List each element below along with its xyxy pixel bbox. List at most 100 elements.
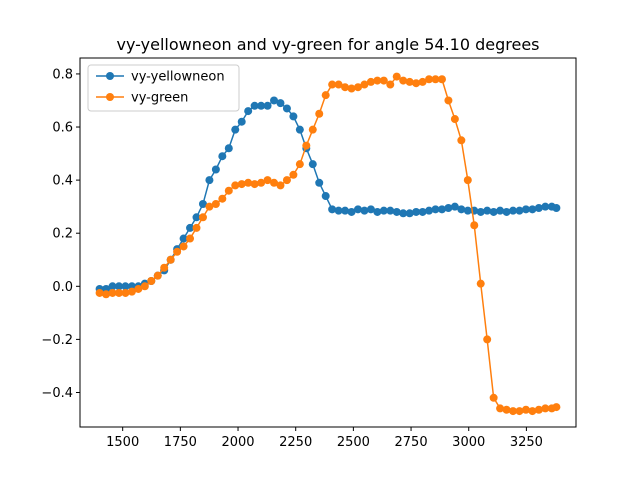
data-point-vy-green <box>140 282 149 291</box>
x-tick-label: 3250 <box>510 435 543 450</box>
data-point-vy-yellowneon <box>244 107 253 116</box>
data-point-vy-green <box>153 271 162 280</box>
data-point-vy-green <box>496 404 505 413</box>
x-tick-label: 3000 <box>452 435 485 450</box>
data-point-vy-green <box>347 84 356 93</box>
data-point-vy-yellowneon <box>121 282 130 291</box>
data-point-vy-green <box>276 181 285 190</box>
y-tick-label: −0.2 <box>41 333 73 348</box>
data-point-vy-yellowneon <box>405 209 414 218</box>
data-point-vy-green <box>134 284 143 293</box>
data-point-vy-yellowneon <box>114 282 123 291</box>
data-point-vy-green <box>198 213 207 222</box>
data-point-vy-green <box>431 75 440 84</box>
data-point-vy-green <box>360 80 369 89</box>
legend-entry-label: vy-green <box>131 91 188 106</box>
legend-marker <box>106 72 114 80</box>
data-point-vy-yellowneon <box>315 178 324 187</box>
data-point-vy-green <box>244 178 253 187</box>
data-point-vy-green <box>121 288 130 297</box>
data-point-vy-yellowneon <box>509 206 518 215</box>
data-point-vy-yellowneon <box>295 125 304 134</box>
data-point-vy-yellowneon <box>321 192 330 201</box>
data-point-vy-yellowneon <box>496 206 505 215</box>
data-point-vy-green <box>321 91 330 100</box>
data-point-vy-green <box>308 125 317 134</box>
data-point-vy-yellowneon <box>224 144 233 153</box>
data-point-vy-yellowneon <box>179 234 188 243</box>
data-point-vy-green <box>552 403 561 412</box>
data-point-vy-yellowneon <box>276 99 285 108</box>
data-point-vy-green <box>270 178 279 187</box>
data-point-vy-green <box>341 83 350 92</box>
data-point-vy-yellowneon <box>489 207 498 216</box>
data-point-vy-yellowneon <box>328 205 337 214</box>
data-point-vy-yellowneon <box>198 200 207 209</box>
data-point-vy-green <box>179 242 188 251</box>
data-point-vy-yellowneon <box>515 206 524 215</box>
data-point-vy-green <box>282 176 291 185</box>
data-point-vy-green <box>257 178 266 187</box>
data-point-vy-green <box>302 141 311 150</box>
x-tick-label: 1500 <box>106 435 139 450</box>
data-point-vy-green <box>328 80 337 89</box>
plot-frame <box>79 57 577 428</box>
x-tick-label: 2250 <box>279 435 312 450</box>
x-axis: 1500 1750 2000 2250 2500 2750 3000 3250 <box>106 427 543 450</box>
data-point-vy-green <box>457 136 466 145</box>
data-point-vy-yellowneon <box>502 207 511 216</box>
data-point-vy-green <box>418 77 427 86</box>
data-point-vy-green <box>334 80 343 89</box>
y-axis: −0.4 −0.2 0.0 0.2 0.4 0.6 0.8 <box>41 67 80 401</box>
data-point-vy-green <box>425 75 434 84</box>
y-tick-label: 0.6 <box>52 121 73 136</box>
data-point-vy-yellowneon <box>263 101 272 110</box>
data-point-vy-green <box>192 223 201 232</box>
data-point-vy-green <box>386 80 395 89</box>
data-point-vy-green <box>102 290 111 299</box>
data-point-vy-yellowneon <box>457 205 466 214</box>
data-point-vy-green <box>521 405 530 414</box>
data-point-vy-green <box>186 234 195 243</box>
data-point-vy-green <box>463 176 472 185</box>
legend-entry-label: vy-yellowneon <box>131 70 225 85</box>
data-point-vy-yellowneon <box>250 101 259 110</box>
data-point-vy-green <box>515 407 524 416</box>
data-point-vy-yellowneon <box>353 205 362 214</box>
data-point-vy-green <box>366 77 375 86</box>
data-point-vy-yellowneon <box>231 125 240 134</box>
data-point-vy-green <box>289 170 298 179</box>
data-point-vy-yellowneon <box>379 206 388 215</box>
data-point-vy-yellowneon <box>282 104 291 113</box>
data-point-vy-yellowneon <box>392 207 401 216</box>
data-point-vy-yellowneon <box>463 206 472 215</box>
data-point-vy-green <box>405 77 414 86</box>
data-point-vy-green <box>489 393 498 402</box>
data-point-vy-green <box>231 181 240 190</box>
data-point-vy-yellowneon <box>205 176 214 185</box>
data-point-vy-yellowneon <box>483 206 492 215</box>
data-point-vy-yellowneon <box>237 117 246 126</box>
data-point-vy-green <box>483 335 492 344</box>
data-point-vy-yellowneon <box>192 213 201 222</box>
data-point-vy-green <box>166 255 175 264</box>
data-point-vy-green <box>205 202 214 211</box>
data-point-vy-yellowneon <box>347 207 356 216</box>
data-point-vy-yellowneon <box>412 207 421 216</box>
data-point-vy-green <box>211 200 220 209</box>
data-point-vy-yellowneon <box>108 282 117 291</box>
x-tick-label: 1750 <box>164 435 197 450</box>
data-point-vy-yellowneon <box>386 206 395 215</box>
legend: vy-yellowneon vy-green <box>87 64 240 112</box>
data-point-vy-yellowneon <box>450 202 459 211</box>
y-tick-label: 0.4 <box>52 174 73 189</box>
data-point-vy-green <box>509 407 518 416</box>
data-point-vy-green <box>373 76 382 85</box>
data-point-vy-yellowneon <box>257 101 266 110</box>
data-point-vy-green <box>379 76 388 85</box>
data-point-vy-yellowneon <box>431 205 440 214</box>
data-point-vy-yellowneon <box>437 205 446 214</box>
data-point-vy-yellowneon <box>418 207 427 216</box>
data-point-vy-green <box>534 405 543 414</box>
